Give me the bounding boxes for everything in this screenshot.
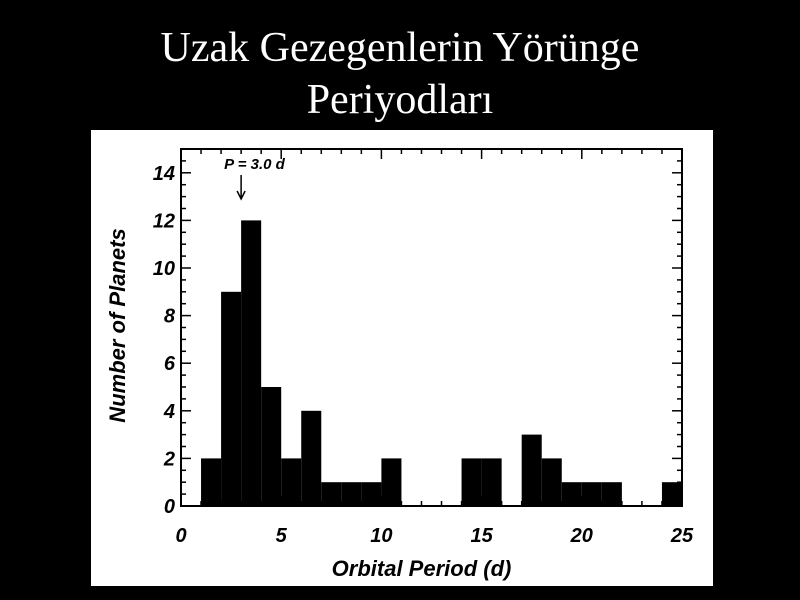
histogram-bar [241,220,262,506]
slide-title: Uzak Gezegenlerin Yörünge Periyodları [0,22,800,126]
histogram-bar [561,482,582,506]
histogram-bar [661,482,682,506]
histogram-bar [601,482,622,506]
histogram-bar [541,458,562,506]
slide-title-line-2: Periyodları [306,77,494,123]
x-axis-label: Orbital Period (d) [332,556,512,581]
histogram-bar [201,458,222,506]
histogram-bar [481,458,502,506]
y-tick-label: 2 [163,448,175,470]
histogram-chart: 0 5 10 15 20 25 0 2 4 6 8 10 12 14 Orbital Period (d) N… [105,148,694,581]
y-axis-label: Number of Planets [105,228,130,422]
chart-panel: 0 5 10 15 20 25 0 2 4 6 8 10 12 14 Orbital Period (d) N… [91,130,713,586]
x-tick-label: 5 [276,525,288,547]
y-tick-label: 14 [153,163,175,185]
period-annotation-label: P = 3.0 d [224,156,286,173]
y-tick-label: 6 [164,353,176,375]
y-tick-label: 8 [164,306,176,328]
histogram-bar [221,291,242,506]
x-tick-label: 25 [670,525,694,547]
histogram-bar [581,482,602,506]
y-tick-label: 4 [163,401,175,423]
x-tick-label: 15 [470,525,493,547]
x-tick-label: 20 [570,525,593,547]
histogram-bar [301,410,322,506]
y-tick-label: 0 [164,496,175,518]
histogram-bar [261,387,282,506]
slide-title-line-1: Uzak Gezegenlerin Yörünge [160,25,640,71]
histogram-bar [381,458,402,506]
y-tick-label: 12 [153,210,175,232]
x-tick-label: 10 [370,525,392,547]
histogram-bar [321,482,342,506]
histogram-bar [341,482,362,506]
y-tick-label: 10 [153,258,175,280]
histogram-bar [461,458,482,506]
x-tick-label: 0 [175,525,186,547]
histogram-bar [521,434,542,506]
histogram-bar [281,458,302,506]
period-annotation-arrow-head [236,190,246,201]
histogram-bar [361,482,382,506]
